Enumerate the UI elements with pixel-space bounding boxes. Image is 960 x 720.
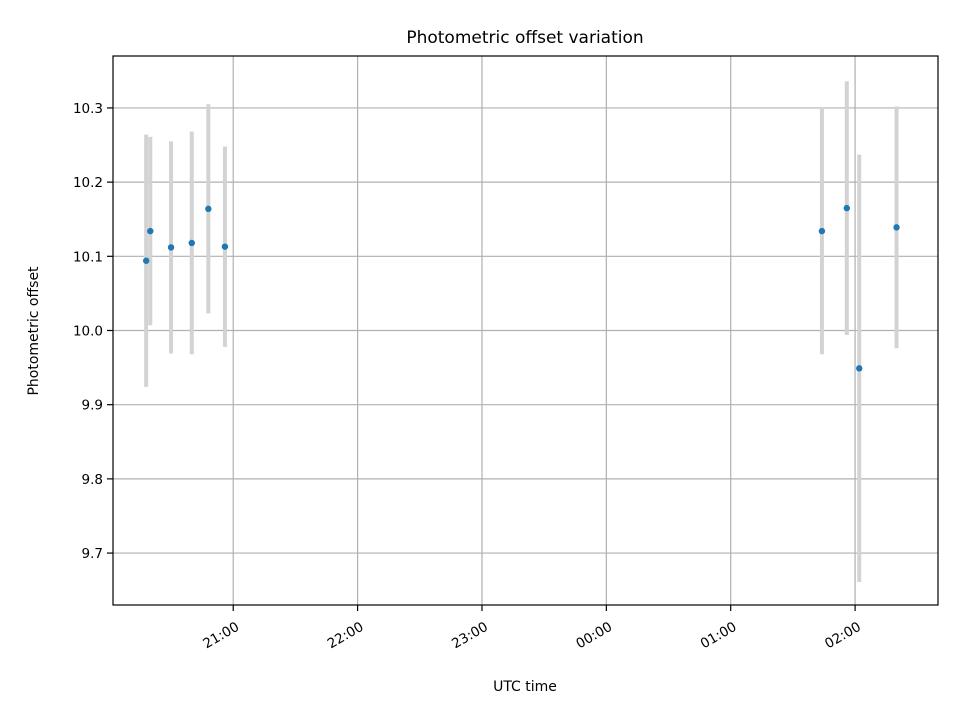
data-point [142, 257, 150, 264]
data-point [818, 227, 826, 235]
y-axis: 9.7 9.8 9.9 10.0 10.1 10.2 10.3 [73, 101, 113, 562]
chart-title: Photometric offset variation [406, 28, 643, 48]
y-tick-label: 10.0 [73, 324, 103, 340]
plot-area [112, 55, 939, 606]
y-tick-label: 10.2 [73, 175, 103, 191]
data-point [147, 227, 154, 235]
y-tick-label: 9.7 [82, 546, 103, 562]
data-point [167, 244, 175, 251]
data-point [843, 204, 850, 212]
x-axis-label: UTC time [493, 679, 557, 695]
y-tick-label: 10.1 [73, 249, 103, 265]
data-points [142, 204, 900, 372]
data-point [893, 224, 900, 231]
y-tick-label: 9.9 [82, 398, 103, 414]
grid [113, 56, 938, 605]
data-point [856, 365, 863, 372]
data-point [205, 205, 212, 213]
y-axis-label: Photometric offset [26, 266, 42, 396]
data-point [221, 243, 229, 250]
y-tick-label: 9.8 [82, 472, 103, 488]
y-tick-label: 10.3 [73, 101, 103, 117]
data-point [188, 239, 195, 247]
